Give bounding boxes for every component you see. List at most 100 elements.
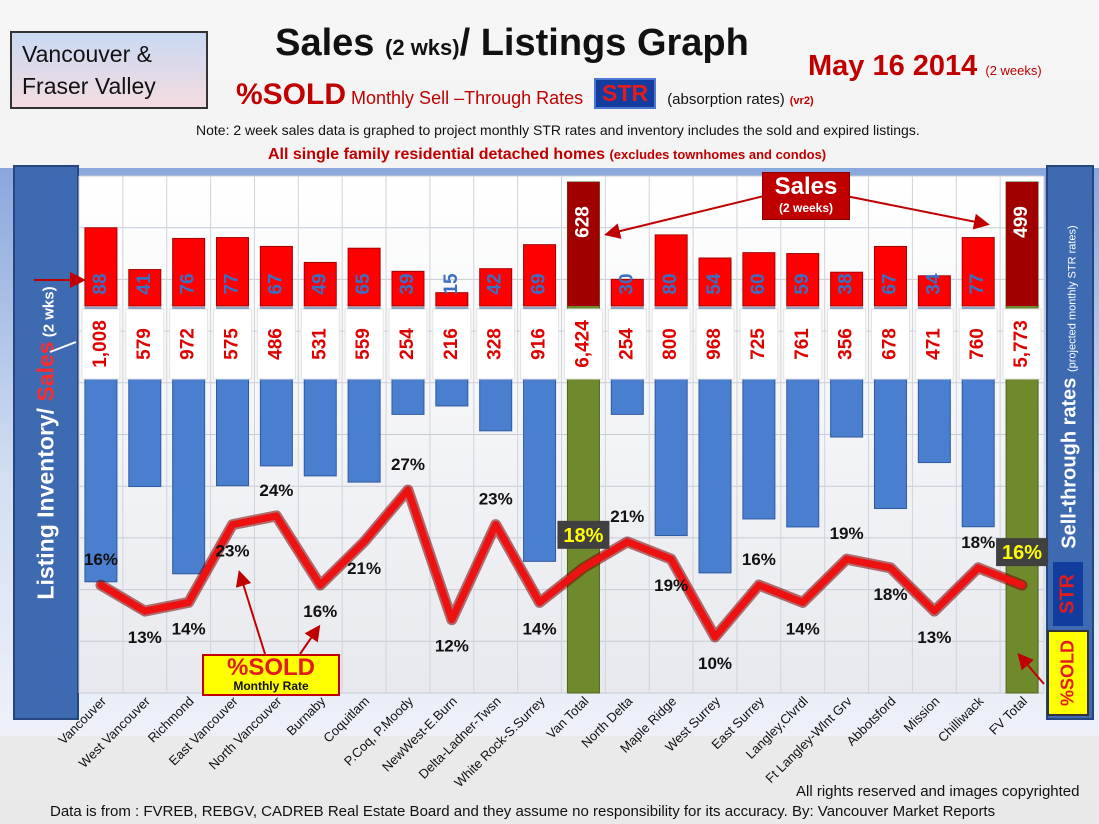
sold-callout: %SOLD Monthly Rate [202,654,340,696]
date-text: May 16 2014 [808,50,978,82]
str-value-label: 23% [216,542,250,561]
sales-bar [742,252,776,307]
inventory-value-label: 968 [704,328,725,360]
subtitle-absorption: (absorption rates) [667,91,785,108]
copyright-note: All rights reserved and images copyright… [796,783,1080,800]
sales-bar [84,227,118,307]
inventory-label-box [739,308,779,380]
str-value-label: 14% [523,619,557,638]
total-str-box [557,520,610,549]
sales-value-label: 54 [704,273,725,295]
subtitle-str-caption: Monthly Sell –Through Rates [351,88,584,108]
x-tick-label: NewWest-E.Burn [379,694,460,775]
inventory-label-box [432,308,472,380]
page-title: Sales (2 wks)/ Listings Graph [232,22,792,65]
x-tick-label: Chilliwack [935,693,987,745]
x-tick-label: Ft Langley-Wlnt Grv [762,693,855,786]
sales-value-label: 67 [265,273,286,294]
note: Note: 2 week sales data is graphed to pr… [196,122,920,138]
sold-callout-title: %SOLD [226,654,315,681]
inventory-value-label: 800 [660,328,681,360]
region-label-box: Vancouver & Fraser Valley [10,31,208,109]
str-value-label: 27% [391,455,425,474]
inventory-value-label: 254 [397,328,418,360]
right-str-badge: STR [1053,562,1083,626]
str-value-label: 10% [698,654,732,673]
title-sales: Sales [275,22,386,64]
subtitle-sold: %SOLD [236,78,347,111]
x-tick-label: Mission [901,694,943,736]
sales-bar [391,270,425,307]
sales-bar [523,244,557,307]
str-value-label: 21% [347,559,381,578]
sales-value-label: 69 [529,273,550,294]
sales-callout-title: Sales [774,173,838,200]
sales-value-label: 67 [879,273,900,294]
x-tick-label: Burnaby [284,693,329,738]
inventory-label-box [300,308,340,380]
total-str-label: 18% [563,525,603,547]
total-str-box [996,538,1049,567]
inventory-value-label: 356 [836,328,857,360]
inventory-value-label: 761 [792,328,813,360]
total-sales-bar [1006,182,1039,306]
sales-bar [303,261,337,307]
inventory-label-box [783,308,823,380]
inventory-label-box [520,308,560,380]
sales-bar [172,237,206,307]
inventory-axis-arrow [49,341,77,353]
inventory-label-box [125,308,165,380]
sales-arrow-van [604,195,765,239]
sold-arrow-left [235,570,266,655]
inventory-label-box [344,308,384,380]
str-value-label: 14% [786,619,820,638]
sales-bar [873,245,907,307]
inventory-label-box [256,308,296,380]
sold-callout-sub: Monthly Rate [233,679,309,693]
str-value-label: 13% [128,628,162,647]
sales-value-label: 42 [485,273,506,294]
x-tick-label: Delta-Ladner-Twsn [416,694,504,782]
sales-value-label: 88 [90,273,111,294]
str-value-label: 18% [961,533,995,552]
sales-value-label: 628 [572,206,593,238]
inventory-value-label: 760 [967,328,988,360]
inventory-label-box [695,308,735,380]
inventory-label-box [169,308,209,380]
inventory-label-box [388,308,428,380]
sales-value-label: 30 [616,273,637,294]
sales-value-label: 41 [134,273,155,295]
sales-value-label: 499 [1011,206,1032,238]
sales-value-label: 39 [397,273,418,294]
str-value-label: 16% [742,550,776,569]
str-value-label: 19% [654,576,688,595]
inventory-value-label: 531 [309,328,330,360]
str-value-label: 19% [830,524,864,543]
inventory-label-box [81,308,121,380]
sales-value-label: 34 [923,273,944,295]
inventory-label-box [914,308,954,380]
inventory-label-box [958,308,998,380]
inventory-label-box [563,308,603,380]
sales-value-label: 77 [967,273,988,294]
inventory-value-label: 254 [616,328,637,360]
str-value-label: 18% [873,585,907,604]
sales-bar [917,275,951,307]
sales-value-label: 76 [178,273,199,294]
region-label: Vancouver & Fraser Valley [22,41,156,99]
sales-bar [961,237,995,307]
inventory-value-label: 328 [485,328,506,360]
sales-bar [435,292,469,307]
sales-bar [216,237,250,307]
sold-arrow-right [299,624,321,655]
inventory-value-label: 486 [265,328,286,360]
sales-bar [698,257,732,307]
str-value-label: 16% [303,602,337,621]
inventory-value-label: 471 [923,328,944,360]
inventory-value-label: 5,773 [1011,320,1032,368]
inventory-label-box [607,308,647,380]
sold-arrow-fv [1017,652,1045,685]
inventory-value-label: 575 [222,328,243,360]
sales-value-label: 77 [222,273,243,294]
